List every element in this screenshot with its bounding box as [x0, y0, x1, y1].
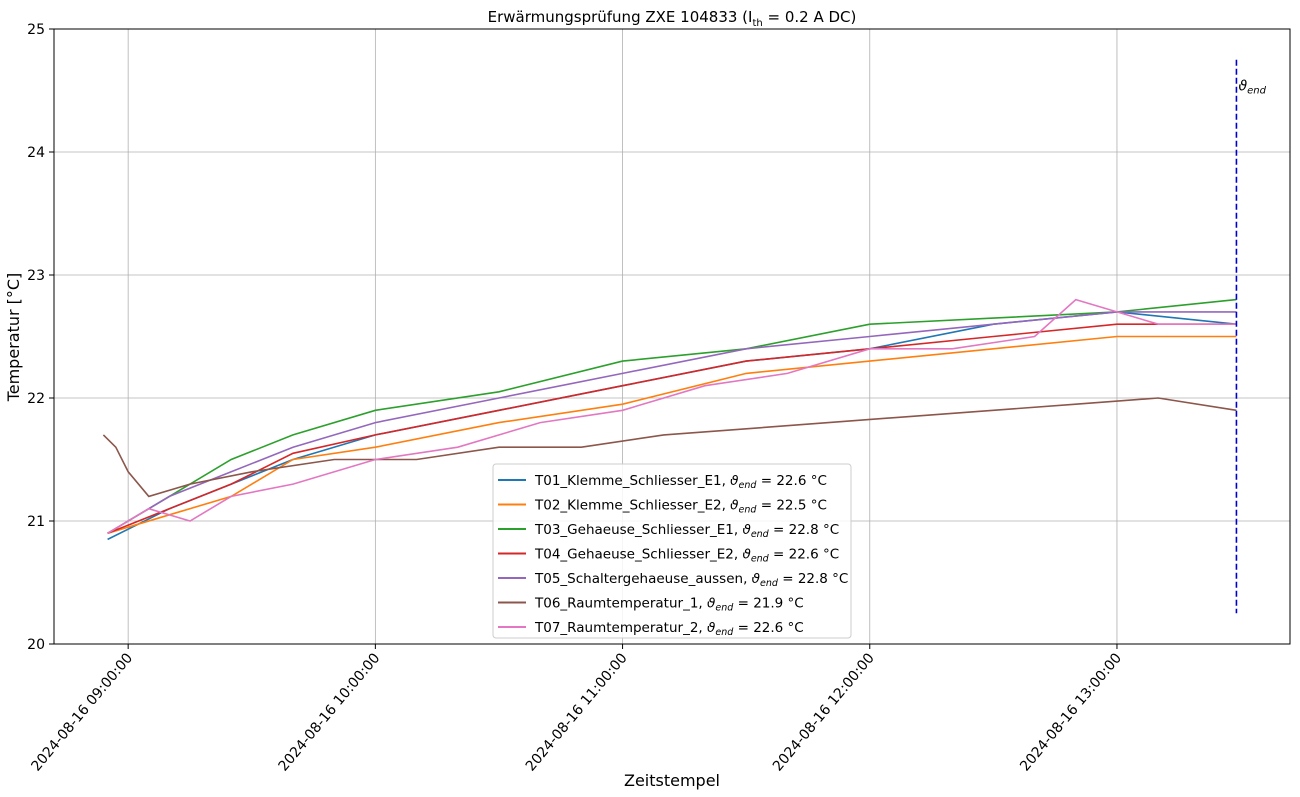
legend-unit: °C [819, 522, 839, 538]
end-marker-label: ϑend [1238, 79, 1266, 97]
legend-equals: = [769, 522, 789, 538]
legend-theta-symbol: ϑ [730, 473, 739, 489]
legend-entry-1: T01_Klemme_Schliesser_E1, ϑend = 22.6 °C [534, 473, 827, 491]
y-tick-label: 23 [27, 268, 45, 284]
end-marker-symbol: ϑ [1238, 79, 1247, 95]
x-axis-ticks: 2024-08-16 09:00:00 2024-08-16 10:00:00 20… [28, 644, 1125, 774]
x-tick-label: 2024-08-16 09:00:00 [28, 650, 136, 774]
legend-theta-subscript: end [751, 529, 770, 540]
legend-theta-symbol: ϑ [742, 547, 751, 563]
legend-equals: = [778, 571, 798, 587]
chart-title: Erwärmungsprüfung ZXE 104833 (Ith = 0.2 … [488, 8, 857, 29]
legend-series-name: T06_Raumtemperatur_1, [534, 596, 707, 612]
legend-end-value: 22.6 [753, 620, 783, 636]
legend-unit: °C [783, 620, 803, 636]
legend-theta-subscript: end [739, 505, 758, 516]
legend-unit: °C [806, 473, 826, 489]
legend-end-value: 22.6 [789, 547, 819, 563]
legend-box [492, 463, 852, 639]
legend-theta-symbol: ϑ [752, 571, 761, 587]
x-tick-label: 2024-08-16 12:00:00 [770, 650, 878, 774]
legend-unit: °C [806, 498, 826, 514]
chart-title-suffix: = 0.2 A DC) [763, 8, 857, 26]
plot-frame [53, 28, 1291, 645]
legend-theta-subscript: end [715, 603, 734, 614]
legend-equals: = [733, 596, 753, 612]
legend-series-name: T04_Gehaeuse_Schliesser_E2, [534, 547, 742, 563]
legend-theta-symbol: ϑ [730, 498, 739, 514]
series-line-5 [107, 311, 1237, 534]
x-tick-label: 2024-08-16 13:00:00 [1017, 650, 1125, 774]
y-tick-label: 20 [27, 637, 45, 653]
legend-entry-5: T05_Schaltergehaeuse_aussen, ϑend = 22.8… [534, 571, 848, 589]
chart-title-subscript: th [752, 18, 762, 29]
legend-series-name: T01_Klemme_Schliesser_E1, [534, 473, 730, 489]
y-tick-label: 22 [27, 391, 45, 407]
legend-entry-7: T07_Raumtemperatur_2, ϑend = 22.6 °C [534, 620, 804, 638]
legend-theta-symbol: ϑ [707, 620, 716, 636]
legend-unit: °C [828, 571, 848, 587]
y-tick-label: 25 [27, 22, 45, 38]
series-line-4 [107, 323, 1237, 535]
legend-entry-6: T06_Raumtemperatur_1, ϑend = 21.9 °C [534, 596, 804, 614]
legend-equals: = [733, 620, 753, 636]
legend-end-value: 21.9 [753, 596, 783, 612]
series-line-6 [102, 397, 1237, 498]
legend-series-name: T02_Klemme_Schliesser_E2, [534, 498, 730, 514]
legend-theta-subscript: end [739, 480, 758, 491]
legend-series-name: T05_Schaltergehaeuse_aussen, [534, 571, 752, 587]
end-marker: ϑend [1235, 59, 1267, 614]
y-tick-label: 24 [27, 145, 45, 161]
x-axis-label: Zeitstempel [624, 771, 720, 790]
legend-entry-4: T04_Gehaeuse_Schliesser_E2, ϑend = 22.6 … [534, 547, 839, 565]
legend-entry-2: T02_Klemme_Schliesser_E2, ϑend = 22.5 °C [534, 498, 827, 516]
y-tick-label: 21 [27, 514, 45, 530]
series-line-7 [107, 298, 1237, 534]
legend-end-value: 22.8 [789, 522, 819, 538]
legend-end-value: 22.8 [798, 571, 828, 587]
legend-end-value: 22.6 [776, 473, 806, 489]
x-tick-label: 2024-08-16 11:00:00 [523, 650, 631, 774]
legend-equals: = [756, 498, 776, 514]
legend-series-name: T07_Raumtemperatur_2, [534, 620, 707, 636]
chart-title-text: Erwärmungsprüfung ZXE 104833 (I [488, 8, 753, 26]
legend: T01_Klemme_Schliesser_E1, ϑend = 22.6 °C… [492, 463, 852, 639]
x-tick-label: 2024-08-16 10:00:00 [276, 650, 384, 774]
legend-theta-symbol: ϑ [742, 522, 751, 538]
y-axis-label: Temperatur [°C] [4, 273, 23, 403]
legend-theta-subscript: end [715, 627, 734, 638]
legend-unit: °C [819, 547, 839, 563]
legend-theta-subscript: end [751, 554, 770, 565]
legend-series-name: T03_Gehaeuse_Schliesser_E1, [534, 522, 742, 538]
legend-entry-3: T03_Gehaeuse_Schliesser_E1, ϑend = 22.8 … [534, 522, 839, 540]
legend-equals: = [756, 473, 776, 489]
legend-theta-subscript: end [760, 578, 779, 589]
end-marker-subscript: end [1247, 86, 1266, 97]
series-line-3 [107, 298, 1237, 534]
legend-unit: °C [783, 596, 803, 612]
legend-end-value: 22.5 [776, 498, 806, 514]
series-lines [102, 298, 1237, 541]
legend-equals: = [769, 547, 789, 563]
y-axis-ticks: 20 21 22 23 24 25 [27, 22, 54, 653]
series-line-2 [107, 335, 1237, 535]
legend-theta-symbol: ϑ [707, 596, 716, 612]
